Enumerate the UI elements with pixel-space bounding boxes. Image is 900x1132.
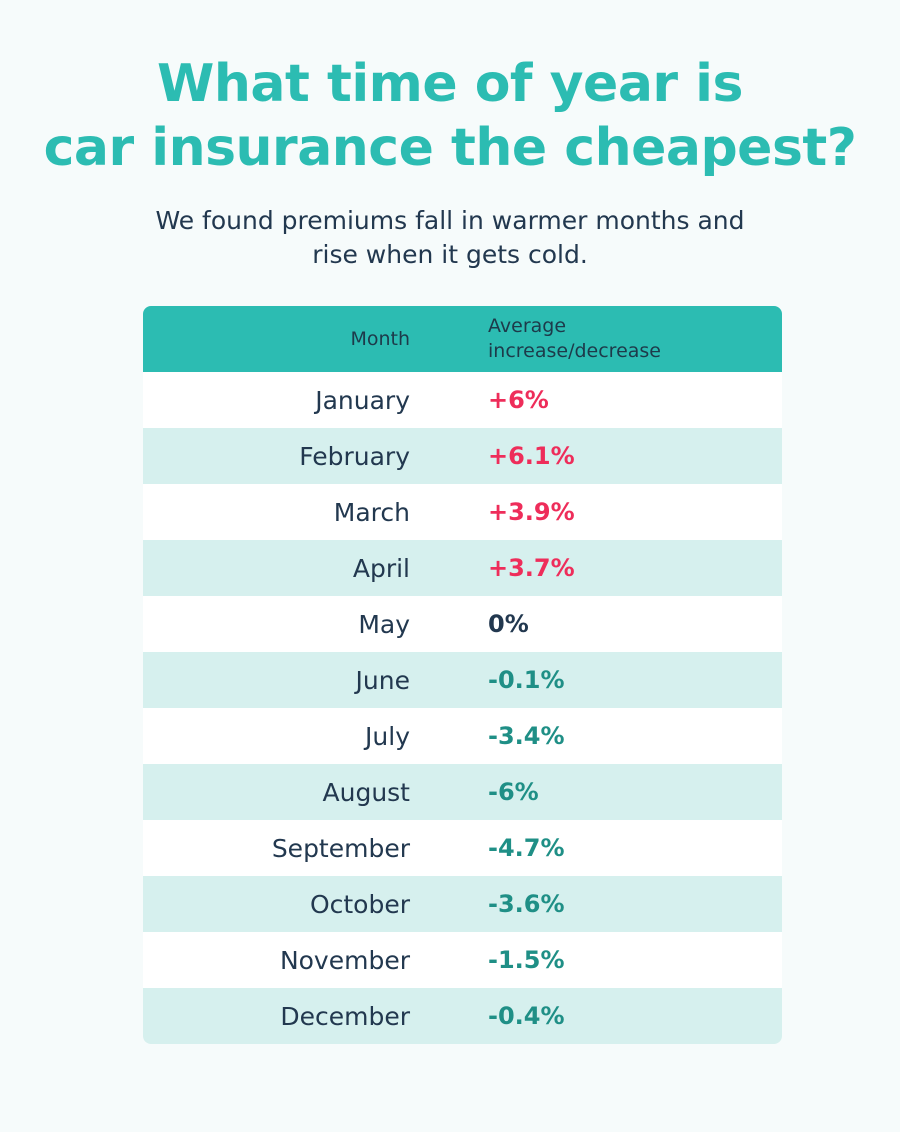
change-cell: -0.4% xyxy=(488,1002,565,1030)
page-title: What time of year is car insurance the c… xyxy=(0,52,900,180)
table-row: August -6% xyxy=(143,764,782,820)
table-row: December -0.4% xyxy=(143,988,782,1044)
table-row: June -0.1% xyxy=(143,652,782,708)
table-row: March +3.9% xyxy=(143,484,782,540)
month-cell: September xyxy=(271,833,410,863)
table-row: April +3.7% xyxy=(143,540,782,596)
table-row: February +6.1% xyxy=(143,428,782,484)
change-cell: +6.1% xyxy=(488,442,575,470)
change-cell: +3.9% xyxy=(488,498,575,526)
change-cell: -6% xyxy=(488,778,539,806)
month-cell: June xyxy=(355,665,410,695)
month-cell: January xyxy=(315,385,410,415)
page-title-line-1: What time of year is xyxy=(157,54,743,114)
table-row: November -1.5% xyxy=(143,932,782,988)
month-cell: August xyxy=(322,777,411,807)
page-subtitle-line-2: rise when it gets cold. xyxy=(312,240,588,269)
change-cell: -3.4% xyxy=(488,722,565,750)
month-cell: October xyxy=(309,889,410,919)
header-change-line-2: increase/decrease xyxy=(488,340,661,362)
change-cell: -0.1% xyxy=(488,666,565,694)
month-cell: November xyxy=(279,945,410,975)
change-cell: +3.7% xyxy=(488,554,575,582)
change-cell: -4.7% xyxy=(488,834,565,862)
month-cell: April xyxy=(352,553,410,583)
month-cell: March xyxy=(333,497,410,527)
header-month: Month xyxy=(350,327,410,350)
month-cell: July xyxy=(365,721,410,751)
month-cell: May xyxy=(358,609,410,639)
month-cell: February xyxy=(299,441,410,471)
table-row: July -3.4% xyxy=(143,708,782,764)
table-row: October -3.6% xyxy=(143,876,782,932)
table-body: January +6% February +6.1% March +3.9% April +3… xyxy=(143,372,782,1044)
premium-change-table: Month Average increase/decrease January +… xyxy=(143,306,782,1044)
change-cell: -1.5% xyxy=(488,946,565,974)
change-cell: -3.6% xyxy=(488,890,565,918)
header-change: Average increase/decrease xyxy=(410,314,661,364)
page-subtitle-line-1: We found premiums fall in warmer months … xyxy=(155,206,745,235)
page-title-line-2: car insurance the cheapest? xyxy=(43,118,857,178)
month-cell: December xyxy=(280,1001,410,1031)
table-row: September -4.7% xyxy=(143,820,782,876)
header-change-line-1: Average xyxy=(488,315,567,337)
table-row: May 0% xyxy=(143,596,782,652)
page-subtitle: We found premiums fall in warmer months … xyxy=(0,204,900,272)
table-row: January +6% xyxy=(143,372,782,428)
table-header: Month Average increase/decrease xyxy=(143,306,782,372)
change-cell: +6% xyxy=(488,386,549,414)
change-cell: 0% xyxy=(488,610,529,638)
